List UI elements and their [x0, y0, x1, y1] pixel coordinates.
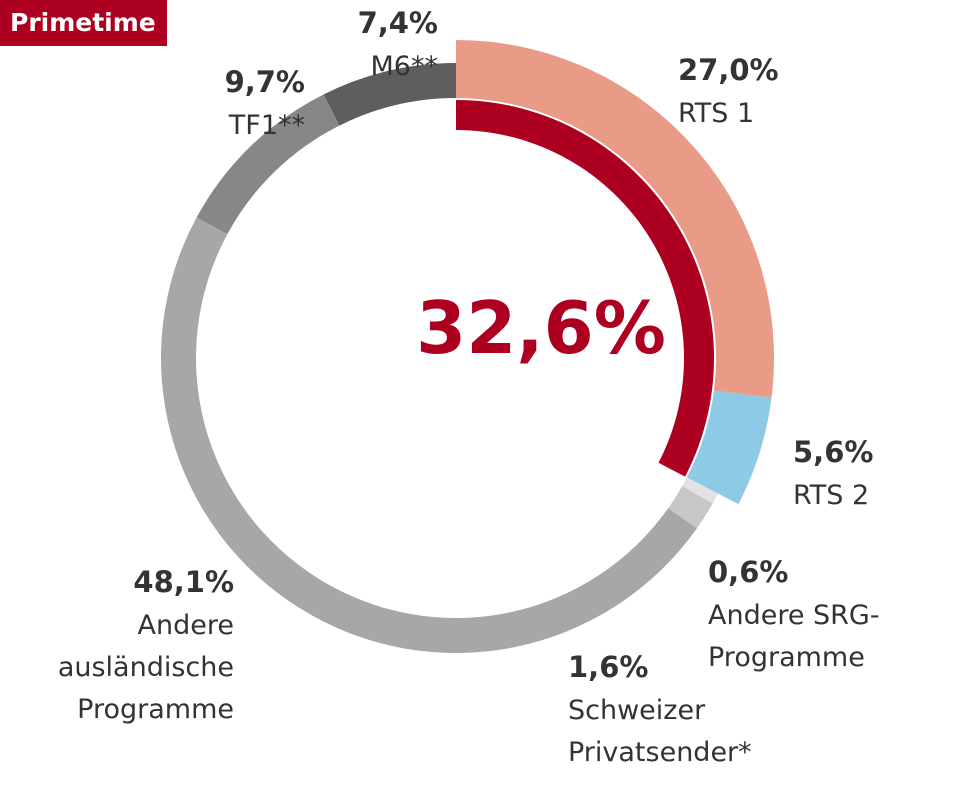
slice-schweizer-privatsender	[668, 486, 713, 529]
slice-name-label: M6**	[371, 51, 438, 82]
slice-percent-label: 9,7%	[225, 65, 305, 99]
slice-tf1	[196, 94, 340, 235]
slice-label-group: 9,7% TF1**	[225, 65, 305, 141]
slice-andere-ausl-ndische-programme	[161, 217, 697, 653]
chart-rings	[161, 40, 774, 653]
slice-percent-label: 48,1%	[133, 565, 234, 599]
slice-rts-1	[456, 40, 774, 398]
chart-labels: 27,0% RTS 1 5,6% RTS 2 0,6% Andere SRG- Progra…	[58, 6, 880, 768]
slice-m6	[323, 63, 456, 126]
slice-name-label: RTS 1	[678, 98, 754, 129]
slice-label-group: 48,1% Andere ausländische Programme	[58, 565, 234, 725]
slice-label-group: 5,6% RTS 2	[793, 435, 873, 511]
slice-label-group: 0,6% Andere SRG- Programme	[708, 555, 880, 673]
center-total-label: 32,6%	[416, 286, 666, 370]
slice-name-label: ausländische	[58, 652, 234, 683]
slice-percent-label: 5,6%	[793, 435, 873, 469]
slice-name-label: RTS 2	[793, 480, 869, 511]
slice-percent-label: 27,0%	[678, 53, 779, 87]
slice-andere-srg-programme	[682, 477, 719, 504]
slice-percent-label: 7,4%	[358, 6, 438, 40]
slice-name-label: Programme	[77, 694, 234, 725]
slice-name-label: Andere	[138, 610, 234, 641]
slice-label-group: 7,4% M6**	[358, 6, 438, 82]
slice-percent-label: 0,6%	[708, 555, 788, 589]
chart-subtitle-badge: Primetime	[0, 0, 167, 46]
slice-label-group: 27,0% RTS 1	[678, 53, 779, 129]
slice-name-label: Andere SRG-	[708, 600, 880, 631]
slice-percent-label: 1,6%	[568, 650, 648, 684]
slice-rts-2	[686, 390, 772, 505]
slice-srg-total	[456, 100, 714, 477]
slice-name-label: TF1**	[228, 110, 305, 141]
slice-name-label: Programme	[708, 642, 865, 673]
slice-name-label: Schweizer	[568, 695, 706, 726]
slice-label-group: 1,6% Schweizer Privatsender*	[568, 650, 752, 768]
slice-name-label: Privatsender*	[568, 737, 752, 768]
